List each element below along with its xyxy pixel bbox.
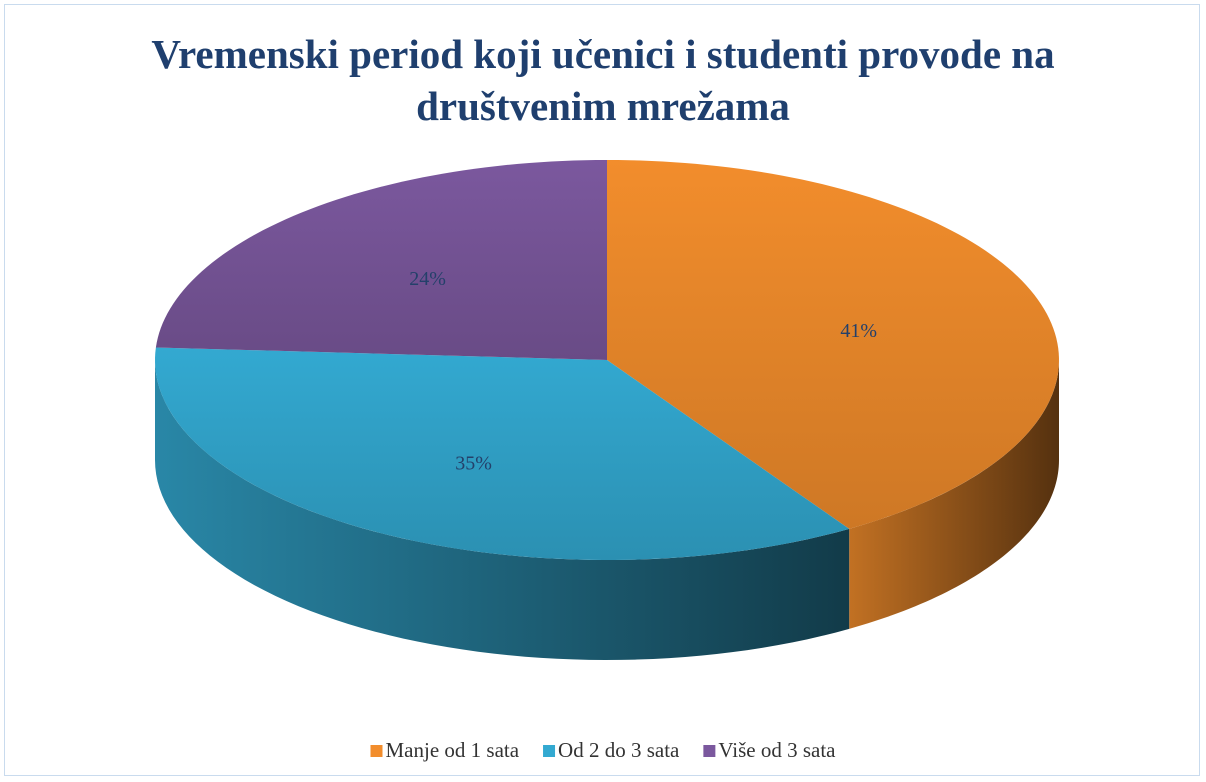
legend: Manje od 1 sata Od 2 do 3 sata Više od 3 s…: [370, 738, 836, 762]
legend-label: Od 2 do 3 sata: [558, 738, 680, 762]
chart-frame: [4, 4, 1200, 776]
slice-side: [155, 360, 850, 660]
slice: [607, 160, 1059, 529]
chart-title: Vremenski period koji učenici i studenti…: [151, 31, 1055, 129]
legend-swatch: [703, 745, 716, 757]
legend-swatch: [543, 745, 556, 757]
data-label: 35%: [455, 452, 492, 474]
slice: [155, 160, 608, 360]
slice: [155, 347, 850, 560]
legend-label: Manje od 1 sata: [385, 738, 519, 762]
data-label: 24%: [409, 268, 446, 290]
legend-swatch: [370, 745, 383, 757]
data-label: 41%: [840, 320, 877, 342]
slice-side: [849, 360, 1059, 629]
legend-label: Više od 3 sata: [718, 738, 836, 762]
